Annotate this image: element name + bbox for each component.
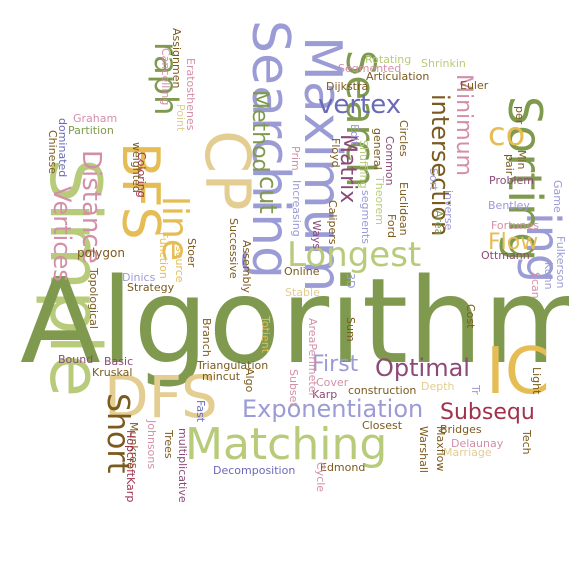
word: Subset [287, 369, 300, 407]
word: Longest [287, 235, 422, 275]
word: Exponentiation [242, 395, 424, 423]
word: Decomposition [213, 464, 296, 477]
word: Vertices [48, 186, 76, 282]
word: Game [551, 180, 564, 213]
word: Fast [194, 400, 207, 423]
word: Problem [489, 174, 534, 187]
word: dominated [56, 118, 69, 178]
word: Tech [520, 430, 533, 455]
word: Cycle [314, 462, 327, 493]
word: Shrinkin [421, 57, 466, 70]
word: Strategy [127, 281, 175, 294]
word: Segmented [338, 62, 402, 75]
word: Theorem [373, 176, 386, 225]
word: Kuhn [542, 262, 555, 290]
word: Scan [529, 272, 542, 299]
word: Point [174, 104, 187, 132]
word: Stoer [185, 238, 198, 268]
word: Rotating [365, 53, 412, 66]
word: 3D [344, 273, 357, 289]
word: Ways [310, 220, 323, 250]
word: Bentley [488, 199, 530, 212]
word: Circles [397, 120, 410, 157]
word: Online [284, 265, 320, 278]
word: Increasing [290, 180, 303, 237]
word: Maxflow [434, 426, 447, 472]
word: IC [486, 335, 550, 409]
word: Successive [227, 218, 240, 279]
word: Shuffling [357, 140, 370, 189]
word: co [488, 115, 526, 153]
word: Edmond [320, 461, 366, 474]
word: Calipers [326, 200, 339, 245]
word: Coloring [135, 152, 148, 198]
word: Cancelling [159, 48, 172, 106]
word: Floyd [329, 138, 342, 168]
word: Totient [259, 316, 272, 354]
word: Closest [362, 419, 403, 432]
word: Trees [162, 430, 175, 459]
word: vertex [318, 90, 402, 120]
word: polygon [77, 246, 125, 260]
word: construction [348, 384, 417, 397]
word: Graham [73, 112, 118, 125]
word: Assembly [240, 240, 253, 294]
word: First [312, 352, 359, 377]
word: Method [247, 90, 272, 173]
word: Euclidean [397, 182, 410, 236]
word: Delaunay [451, 437, 504, 450]
word: Bound [58, 353, 94, 366]
word: general [371, 128, 384, 170]
word: cut [254, 176, 282, 214]
word: Fortunes [491, 219, 539, 232]
word: Marriage [443, 446, 492, 459]
word: Fulkerson [554, 236, 567, 289]
word: Function [157, 232, 170, 279]
word: Min [515, 150, 528, 170]
word: Sort [427, 168, 440, 191]
word: Cost [464, 304, 477, 329]
word: Cover [316, 376, 349, 389]
word: Flow [488, 230, 539, 255]
word: Sum [344, 317, 357, 342]
word: Depth [421, 380, 455, 393]
word: inverse [442, 190, 455, 231]
word: Ottmann [481, 249, 530, 262]
word: segments [359, 190, 372, 244]
word: pair [503, 154, 516, 176]
word: Algo [243, 368, 256, 393]
word: source [173, 246, 186, 283]
word: Light [530, 367, 543, 395]
word: HopcroftKarp [124, 430, 137, 503]
word: DFS [104, 363, 218, 431]
word: Articulation [366, 70, 430, 83]
word: Partition [68, 124, 114, 137]
word: Basic [104, 355, 134, 368]
word: mincut [202, 370, 241, 383]
word: Optimal [375, 354, 470, 382]
word: Algorithm [20, 252, 569, 390]
word: Kruskal [92, 366, 133, 379]
word: Tr [469, 385, 482, 395]
word: AreaPerimeter [306, 318, 319, 397]
word: Prim [289, 146, 302, 171]
word: Euler [460, 79, 489, 92]
word: Stable [285, 286, 320, 299]
word: Warshall [417, 426, 430, 473]
word: Matching [185, 419, 388, 470]
word: Dinics [122, 271, 156, 284]
word: per [513, 106, 526, 125]
word: Karp [312, 388, 338, 401]
word: Assignmen [170, 28, 183, 89]
word: multiplicative [176, 428, 189, 503]
word: Branch [200, 318, 213, 357]
word: Dijkstra [326, 80, 369, 93]
word: Subsequ [440, 400, 535, 425]
word: Bridges [440, 423, 482, 436]
word: Triangulation [197, 359, 269, 372]
word: Ford [385, 214, 398, 238]
word: Topological [87, 268, 100, 329]
word: Johnsons [145, 420, 158, 470]
